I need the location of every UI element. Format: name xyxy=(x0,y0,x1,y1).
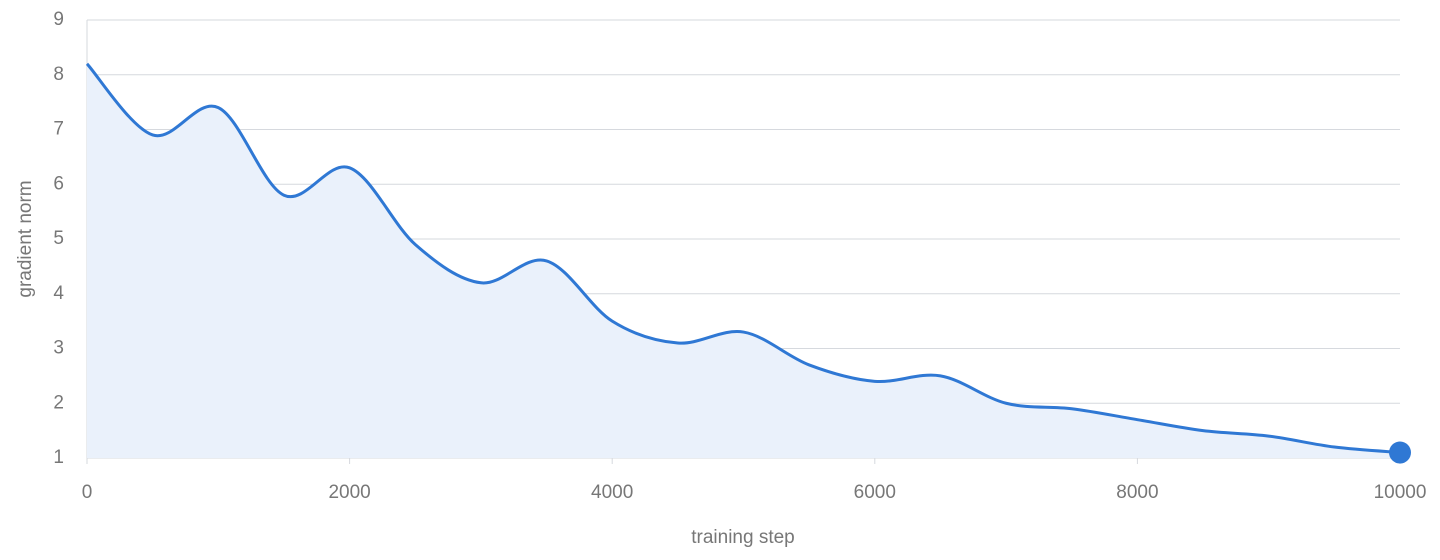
y-tick-label: 5 xyxy=(53,228,64,249)
x-tick-label: 4000 xyxy=(591,482,633,503)
y-tick-label: 4 xyxy=(53,283,64,304)
x-tick-label: 6000 xyxy=(854,482,896,503)
x-tick-label: 10000 xyxy=(1374,482,1427,503)
y-tick-label: 3 xyxy=(53,338,64,359)
x-tick-label: 0 xyxy=(82,482,93,503)
y-tick-label: 8 xyxy=(53,64,64,85)
y-axis-label: gradient norm xyxy=(15,180,36,297)
y-tick-label: 6 xyxy=(53,173,64,194)
y-tick-label: 2 xyxy=(53,392,64,413)
area-fill xyxy=(87,63,1400,459)
x-axis-label: training step xyxy=(691,527,795,548)
y-tick-label: 1 xyxy=(53,447,64,468)
x-tick-label: 2000 xyxy=(328,482,370,503)
x-tick-label: 8000 xyxy=(1116,482,1158,503)
end-point xyxy=(1389,441,1411,464)
y-tick-label: 9 xyxy=(53,9,64,30)
line xyxy=(85,62,1401,455)
y-tick-label: 7 xyxy=(53,119,64,140)
